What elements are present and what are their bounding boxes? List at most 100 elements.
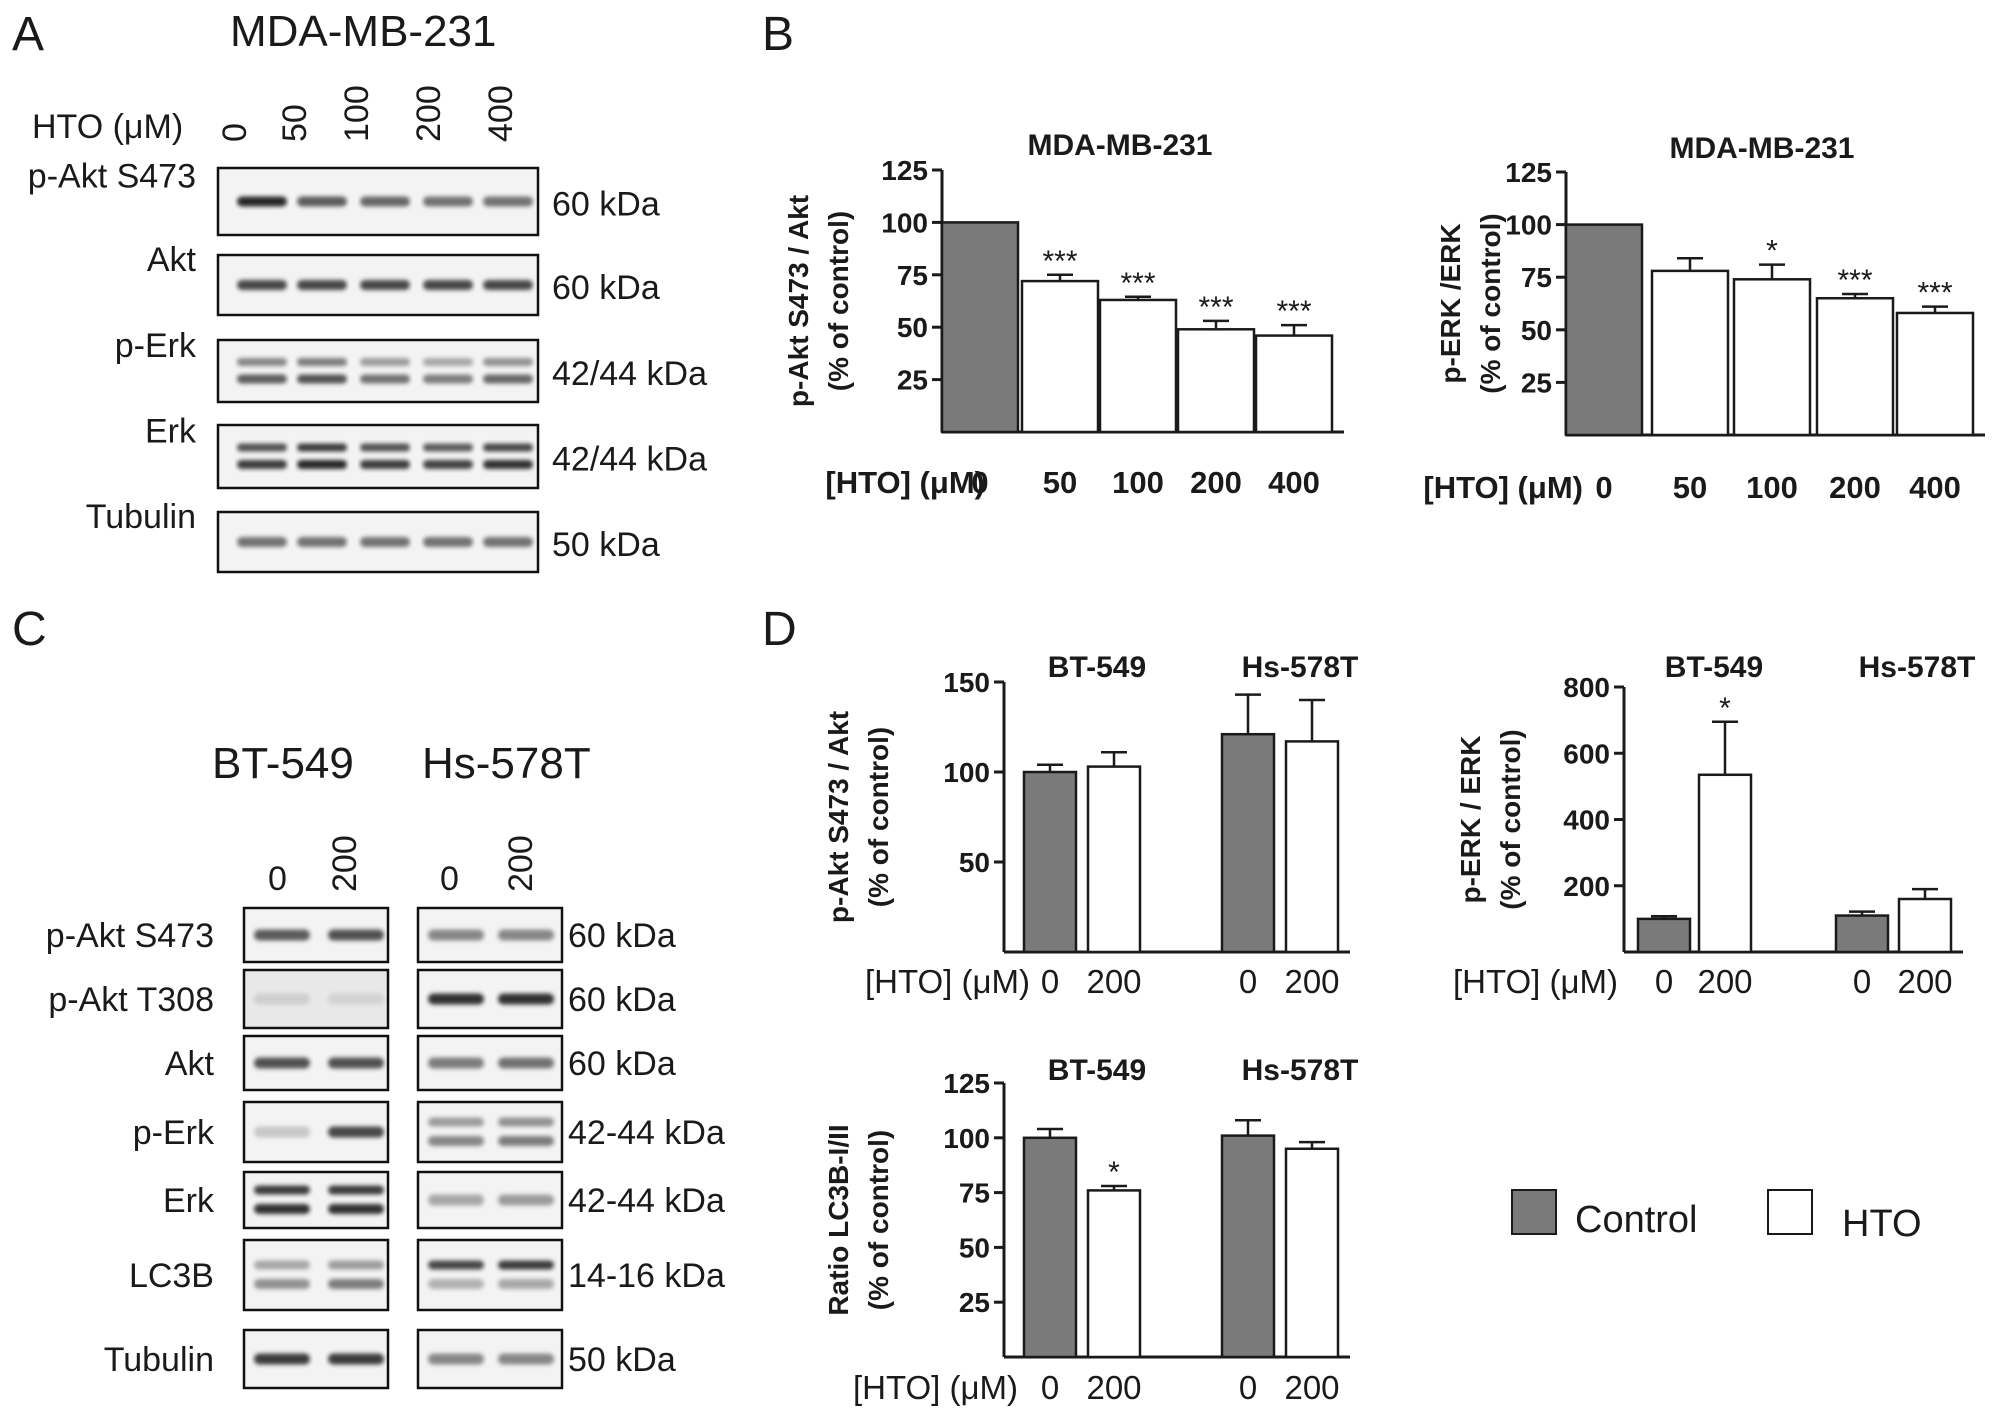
y-tick-label: 25 [1521,367,1552,398]
blot-band [237,460,287,469]
legend: Control HTO [1511,1189,1922,1245]
bar [1022,1136,1078,1359]
blot-c-kda-label: 50 kDa [568,1341,676,1379]
bar [1650,269,1730,437]
blot-band [498,1279,554,1289]
significance-mark: * [1719,692,1731,725]
blot-a-row: Erk 42/44 kDa [145,413,707,490]
y-tick-label: 75 [897,260,928,291]
significance-mark: * [1108,1156,1120,1189]
blot-band [237,537,287,547]
blot-band [297,196,347,207]
blot-band [297,280,347,290]
significance-mark: *** [1198,291,1233,324]
blot-band [498,1260,554,1270]
blot-a-row-label: Tubulin [86,498,196,536]
blot-band [237,443,287,452]
blot-c-kda-label: 42-44 kDa [568,1182,725,1220]
blot-band [360,280,410,290]
blot-c-kda-label: 42-44 kDa [568,1114,725,1152]
blot-a-kda-label: 60 kDa [552,186,660,224]
x-tick-label: 400 [1268,465,1320,500]
blot-a-title: MDA-MB-231 [230,7,497,56]
blot-band [254,1204,310,1214]
x-tick-label: 50 [1673,470,1707,505]
blot-c-row: p-Erk 42-44 kDa [133,1100,725,1164]
blot-band [423,443,473,452]
bar [1020,279,1100,434]
bar [1220,732,1276,954]
y-axis-label: (% of control) [1495,729,1526,909]
x-tick-label: 200 [1086,963,1141,1000]
x-tick-label: 0 [1239,1369,1257,1406]
y-tick-label: 75 [959,1178,990,1209]
blot-band [428,993,484,1005]
panel-label-b: B [762,8,794,61]
blot-c-row-label: p-Erk [133,1114,215,1152]
y-tick-label: 75 [1521,262,1552,293]
blot-band [254,993,310,1005]
blot-band [360,374,410,384]
x-tick-label: 100 [1112,465,1164,500]
blot-a-membrane [216,338,540,404]
chart-group-title: BT-549 [1048,1054,1146,1087]
bar [1636,917,1692,954]
legend-label-control: Control [1575,1199,1698,1241]
chart-group-title: BT-549 [1048,651,1146,684]
blot-a-kda-label: 50 kDa [552,526,660,564]
blot-c-row-label: LC3B [129,1257,214,1295]
lane-label: 200 [326,835,364,892]
blot-band [428,1260,484,1270]
x-tick-label: 0 [1041,1369,1059,1406]
blot-a-row-label: Erk [145,413,197,451]
blot-c-membranes: p-Akt S473 60 kDa p-Akt T308 60 kDa Akt 60 kD… [46,906,725,1390]
blot-c-row: p-Akt T308 60 kDa [48,968,676,1030]
y-tick-label: 25 [897,365,928,396]
x-tick-label: 100 [1746,470,1798,505]
chart-group-title: Hs-578T [1242,1054,1359,1087]
blot-band [237,280,287,290]
bar-chart: 200 400 600 800 p-ERK / ERK (% of control) BT-… [1453,651,1975,1000]
bar [1834,914,1890,954]
blot-a-row: p-Erk 42/44 kDa [115,327,707,404]
blot-band [483,537,533,547]
panel-label-c: C [12,603,47,656]
y-axis-label: (% of control) [863,727,894,907]
blot-a-kda-label: 42/44 kDa [552,355,707,393]
y-axis-label: Ratio LC3B-I/II [823,1124,854,1315]
y-tick-label: 50 [959,847,990,878]
y-tick-label: 150 [943,667,990,698]
blot-band [423,280,473,290]
bar [1895,311,1975,437]
lane-label: 0 [268,860,287,898]
blot-band [328,1057,384,1069]
blot-band [498,1353,554,1365]
blot-band [237,358,287,366]
lane-label: 100 [338,85,376,142]
blot-a-lane-header: HTO (μM) [32,108,183,146]
blot-band [328,1260,384,1270]
blot-band [328,1185,384,1195]
blot-band [328,993,384,1005]
x-axis-label: [HTO] (μM) [1453,963,1618,1000]
blot-band [254,929,310,941]
x-tick-label: 0 [1239,963,1257,1000]
blot-c-membrane-bt549 [242,1238,390,1312]
blot-c-membrane-hs578t [416,1238,564,1312]
x-tick-label: 200 [1284,963,1339,1000]
y-tick-label: 125 [1505,157,1552,188]
x-axis-label: [HTO] (μM) [865,963,1030,1000]
blot-band [297,460,347,469]
blot-band [360,460,410,469]
blot-band [328,1204,384,1214]
y-axis-label: (% of control) [1475,213,1506,393]
x-tick-label: 200 [1086,1369,1141,1406]
x-tick-label: 200 [1284,1369,1339,1406]
charts: 25 50 75 100 125 p-Akt S473 / Akt (% of contro… [783,129,1985,1406]
panel-label-d: D [762,603,797,656]
blot-band [428,1057,484,1069]
bar [1086,1189,1142,1359]
lane-label: 0 [440,860,459,898]
